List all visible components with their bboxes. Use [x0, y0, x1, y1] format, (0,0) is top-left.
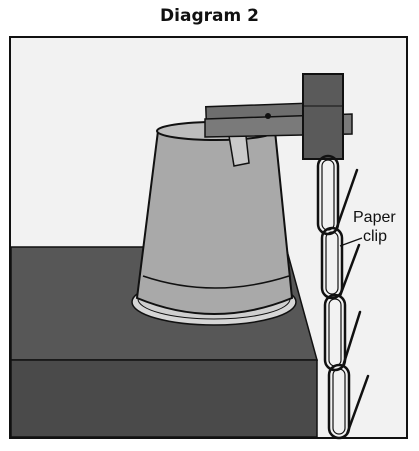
paper-clip-leg [341, 310, 362, 368]
paper-clip-leg [345, 374, 370, 436]
paper-clip [325, 231, 339, 295]
stand-block [302, 73, 344, 160]
paper-clip-label-line1: Paper [353, 209, 396, 226]
diagram-title: Diagram 2 [160, 6, 259, 26]
clamp-pivot [265, 113, 271, 119]
cup-body [135, 123, 294, 315]
paper-clip-leader-line [339, 237, 363, 247]
paper-clip [332, 368, 346, 435]
paper-clip-chain [316, 154, 370, 440]
paper-clip [320, 226, 344, 300]
paper-clip-leg [338, 243, 361, 298]
cup-band [142, 275, 290, 289]
paper-clip-leg [334, 168, 359, 232]
box-front-face [10, 359, 318, 438]
paper-clip-label-line2: clip [363, 228, 387, 245]
paper-clip [327, 363, 351, 440]
